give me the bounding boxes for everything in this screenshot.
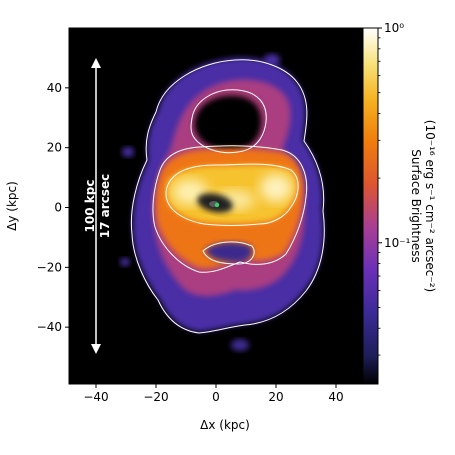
x-tick-label: 0 [212, 390, 220, 404]
y-tick-label: −20 [37, 260, 62, 274]
emission-patch-s [231, 339, 249, 351]
scale-bar-arrow-bottom [91, 344, 101, 354]
y-tick-label: 40 [47, 81, 62, 95]
y-axis-ticks: −40 −20 0 20 40 [37, 81, 69, 334]
contour-lower-gap [202, 241, 255, 265]
scale-bar-arrow-top [91, 58, 101, 68]
emission-ring-hole-inner [194, 95, 262, 151]
x-tick-label: −20 [143, 390, 168, 404]
scale-bar-label-kpc: 100 kpc [83, 180, 97, 233]
emission-patch-w [120, 258, 130, 266]
y-axis-label: Δy (kpc) [5, 181, 19, 231]
contour-ring-hole [190, 89, 267, 154]
colorbar-label: Surface Brightness [409, 149, 423, 262]
scale-bar-label-arcsec: 17 arcsec [98, 174, 112, 238]
emission-patch-ne [264, 54, 280, 66]
x-axis-label: Δx (kpc) [200, 418, 250, 432]
colorbar-ticks: 10⁰ 10⁻¹ [378, 21, 411, 356]
colorbar-units: (10⁻¹⁶ erg s⁻¹ cm⁻² arcsec⁻²) [423, 120, 437, 292]
y-tick-label: 0 [54, 200, 62, 214]
colorbar [362, 27, 379, 385]
emission-patch-nw [122, 147, 134, 157]
y-tick-label: 20 [47, 141, 62, 155]
y-tick-label: −40 [37, 320, 62, 334]
x-tick-label: −40 [83, 390, 108, 404]
x-axis-ticks: −40 −20 0 20 40 [83, 384, 344, 404]
galaxy-center-marker [214, 202, 220, 208]
scale-bar [91, 58, 101, 354]
x-tick-label: 20 [268, 390, 283, 404]
emission-lower-gap [205, 242, 253, 262]
contour-outer [130, 59, 325, 334]
emission-bright-east [260, 174, 292, 202]
colorbar-tick-label: 10⁻¹ [384, 236, 411, 250]
colorbar-tick-label: 10⁰ [384, 21, 404, 35]
contour-inner [165, 163, 299, 226]
emission-map: 100 kpc 17 arcsec [83, 54, 325, 354]
x-tick-label: 40 [328, 390, 343, 404]
contour-mid [152, 145, 308, 273]
